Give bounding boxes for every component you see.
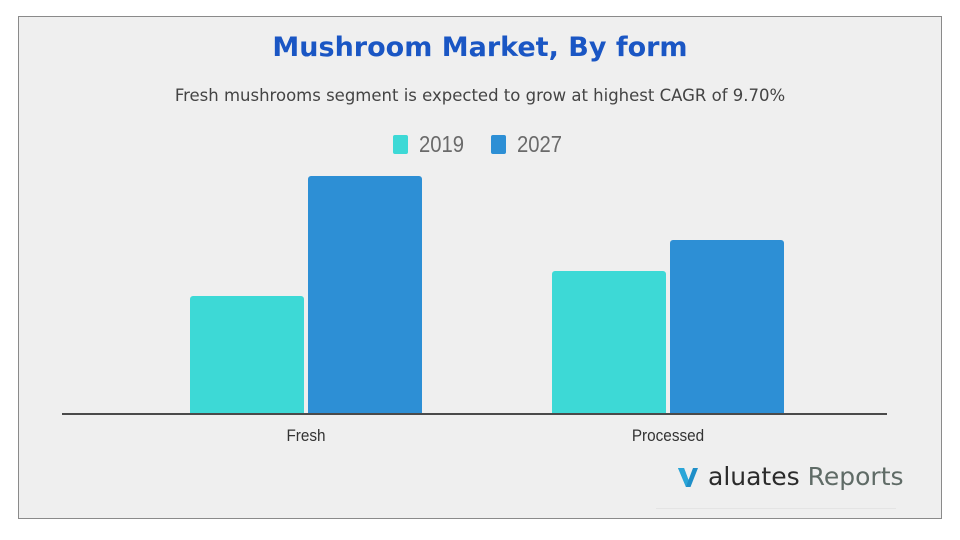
chart-legend: 2019 2027 <box>0 131 960 158</box>
x-label-fresh: Fresh <box>286 426 326 445</box>
logo-text-reports: Reports <box>807 462 904 491</box>
bar-processed-2019[interactable] <box>552 271 666 414</box>
legend-swatch-2019 <box>393 135 408 154</box>
bar-fresh-2019[interactable] <box>190 296 304 414</box>
legend-label-2027: 2027 <box>517 131 563 157</box>
bar-processed-2027[interactable] <box>670 240 784 414</box>
valuates-v-icon <box>678 467 698 487</box>
chart-title: Mushroom Market, By form <box>272 32 688 63</box>
valuates-reports-logo: aluates Reports <box>676 462 904 491</box>
chart-subtitle: Fresh mushrooms segment is expected to g… <box>174 86 786 105</box>
chart-frame <box>18 16 942 519</box>
legend-swatch-2027 <box>491 135 506 154</box>
logo-divider <box>656 508 896 509</box>
logo-text-aluates: aluates <box>708 462 800 491</box>
legend-item-2019[interactable]: 2019 <box>393 131 469 158</box>
x-label-processed: Processed <box>631 426 705 445</box>
legend-label-2019: 2019 <box>419 131 465 157</box>
legend-item-2027[interactable]: 2027 <box>491 131 567 158</box>
x-axis-line <box>62 413 887 415</box>
bar-fresh-2027[interactable] <box>308 176 422 414</box>
